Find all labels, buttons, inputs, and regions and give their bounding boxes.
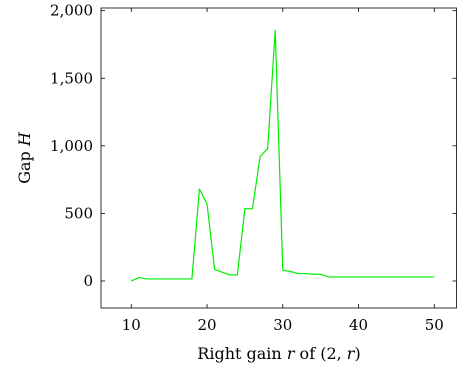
x-axis-label-part: of [294, 344, 320, 363]
ticks-layer [101, 8, 457, 308]
y-axis-label-part: Gap [15, 146, 34, 184]
x-tick-label: 30 [273, 316, 292, 334]
x-tick-label: 40 [349, 316, 368, 334]
y-tick-label: 1,000 [50, 137, 93, 155]
y-tick-label: 2,000 [50, 2, 93, 20]
x-tick-label: 10 [122, 316, 141, 334]
x-axis-label-part: Right gain [197, 344, 287, 363]
y-tick-label: 500 [64, 204, 93, 222]
x-axis-label-part: r [287, 344, 296, 363]
series-layer [131, 29, 435, 282]
x-axis-label-part: ) [354, 344, 360, 363]
x-axis-label: Right gain r of (2, r) [197, 344, 360, 363]
x-axis-label-part: (2, [320, 344, 347, 363]
y-axis-label: Gap H [15, 131, 34, 184]
series-line [131, 29, 435, 282]
y-tick-label: 0 [83, 272, 93, 290]
y-axis-label-part: H [15, 131, 34, 147]
x-tick-label: 20 [197, 316, 216, 334]
y-tick-label: 1,500 [50, 69, 93, 87]
x-axis-label-part: r [347, 344, 356, 363]
x-tick-label: 50 [425, 316, 444, 334]
